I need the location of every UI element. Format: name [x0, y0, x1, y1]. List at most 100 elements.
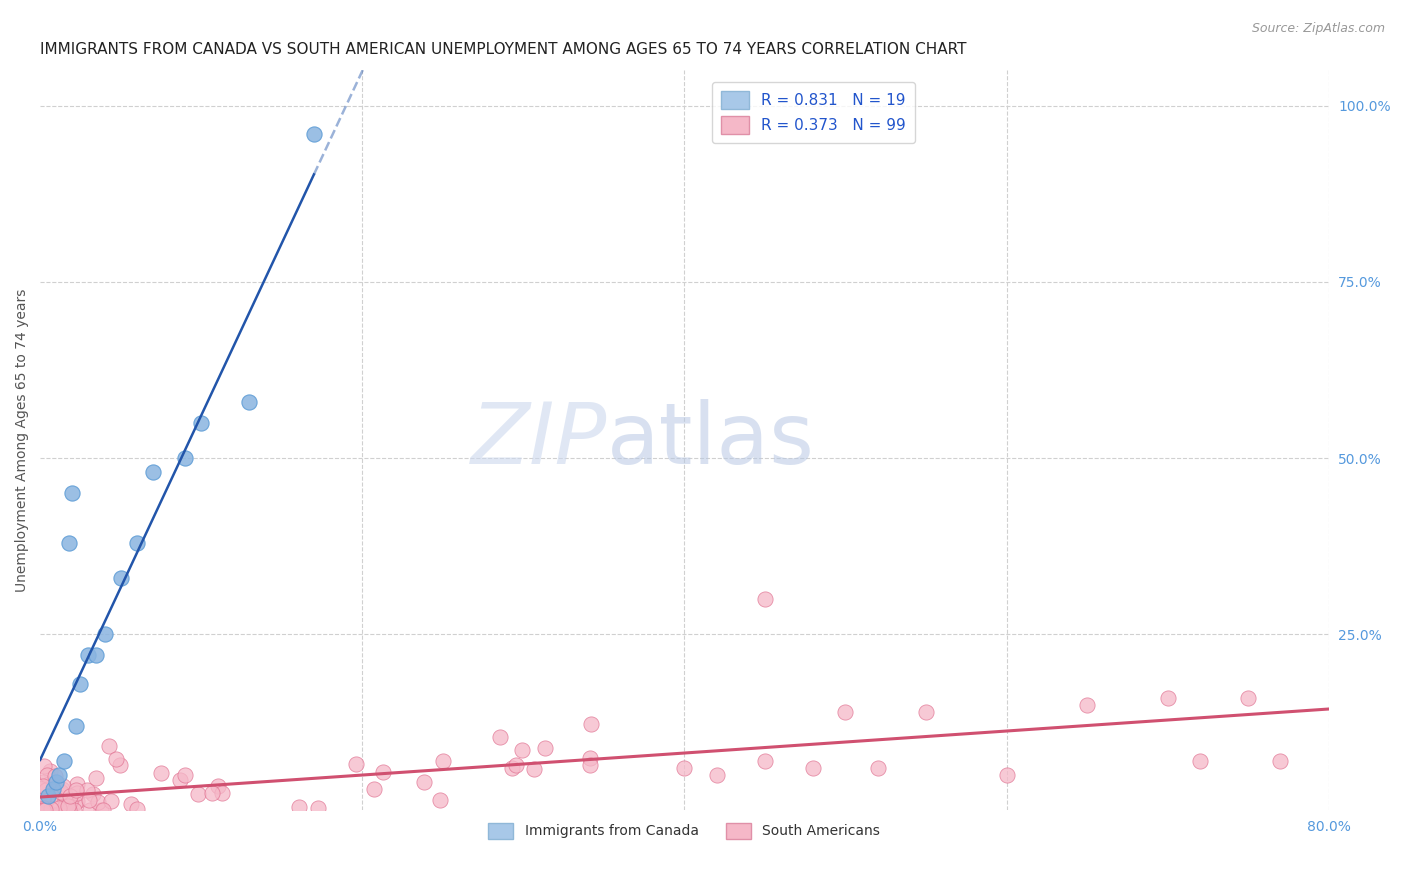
- Point: [915, 705, 938, 719]
- Point: [834, 705, 856, 719]
- Point: [53, 754, 76, 768]
- Point: [344, 757, 367, 772]
- Point: [432, 754, 454, 768]
- Point: [505, 757, 527, 772]
- Text: atlas: atlas: [607, 399, 815, 482]
- Point: [510, 743, 533, 757]
- Point: [35, 803, 58, 817]
- Point: [413, 775, 436, 789]
- Point: [58, 535, 80, 549]
- Point: [108, 758, 131, 772]
- Text: IMMIGRANTS FROM CANADA VS SOUTH AMERICAN UNEMPLOYMENT AMONG AGES 65 TO 74 YEARS : IMMIGRANTS FROM CANADA VS SOUTH AMERICAN…: [41, 42, 966, 57]
- Point: [32, 781, 55, 796]
- Point: [46, 799, 69, 814]
- Point: [995, 768, 1018, 782]
- Point: [1188, 754, 1211, 768]
- Point: [66, 777, 89, 791]
- Point: [1270, 754, 1292, 768]
- Point: [363, 781, 385, 796]
- Point: [65, 783, 87, 797]
- Point: [32, 803, 55, 817]
- Point: [69, 676, 91, 690]
- Point: [91, 803, 114, 817]
- Point: [1156, 690, 1178, 705]
- Point: [32, 779, 55, 793]
- Point: [866, 761, 889, 775]
- Point: [288, 799, 311, 814]
- Point: [673, 761, 696, 775]
- Point: [77, 648, 100, 663]
- Point: [104, 751, 127, 765]
- Point: [45, 777, 67, 791]
- Point: [58, 803, 80, 817]
- Point: [32, 792, 55, 806]
- Point: [51, 782, 73, 797]
- Point: [53, 800, 76, 814]
- Point: [42, 784, 65, 798]
- Point: [59, 789, 82, 803]
- Point: [65, 719, 87, 733]
- Point: [125, 535, 148, 549]
- Point: [86, 648, 108, 663]
- Point: [127, 802, 149, 816]
- Point: [1237, 690, 1260, 705]
- Text: ZIP: ZIP: [471, 399, 607, 482]
- Point: [39, 795, 62, 809]
- Point: [86, 795, 108, 809]
- Point: [32, 801, 55, 815]
- Point: [501, 761, 523, 775]
- Point: [211, 786, 233, 800]
- Point: [63, 796, 86, 810]
- Point: [32, 803, 55, 817]
- Point: [55, 797, 77, 811]
- Point: [100, 794, 122, 808]
- Point: [579, 751, 602, 765]
- Point: [238, 394, 260, 409]
- Point: [1076, 698, 1098, 712]
- Point: [489, 730, 512, 744]
- Point: [79, 792, 101, 806]
- Point: [38, 764, 60, 778]
- Point: [65, 794, 87, 808]
- Point: [187, 788, 209, 802]
- Point: [79, 803, 101, 817]
- Point: [754, 592, 776, 607]
- Point: [76, 783, 98, 797]
- Point: [37, 789, 59, 804]
- Point: [42, 782, 65, 797]
- Point: [46, 793, 69, 807]
- Point: [98, 739, 121, 753]
- Point: [533, 740, 555, 755]
- Point: [207, 779, 229, 793]
- Point: [201, 786, 224, 800]
- Point: [32, 803, 55, 817]
- Point: [53, 793, 76, 807]
- Point: [46, 797, 69, 812]
- Point: [579, 716, 602, 731]
- Point: [801, 761, 824, 775]
- Point: [38, 777, 60, 791]
- Point: [41, 787, 63, 801]
- Legend: Immigrants from Canada, South Americans: Immigrants from Canada, South Americans: [482, 817, 886, 844]
- Point: [48, 801, 70, 815]
- Point: [307, 801, 329, 815]
- Point: [51, 780, 73, 794]
- Point: [82, 787, 104, 801]
- Point: [110, 571, 132, 585]
- Point: [90, 803, 112, 817]
- Point: [373, 764, 395, 779]
- Point: [62, 803, 84, 817]
- Point: [429, 793, 451, 807]
- Point: [60, 793, 83, 807]
- Point: [93, 627, 115, 641]
- Point: [174, 451, 197, 466]
- Point: [51, 787, 73, 801]
- Point: [754, 754, 776, 768]
- Point: [60, 486, 83, 500]
- Point: [44, 793, 66, 807]
- Point: [120, 797, 142, 812]
- Point: [706, 768, 728, 782]
- Point: [523, 762, 546, 776]
- Point: [53, 788, 76, 802]
- Point: [84, 772, 107, 786]
